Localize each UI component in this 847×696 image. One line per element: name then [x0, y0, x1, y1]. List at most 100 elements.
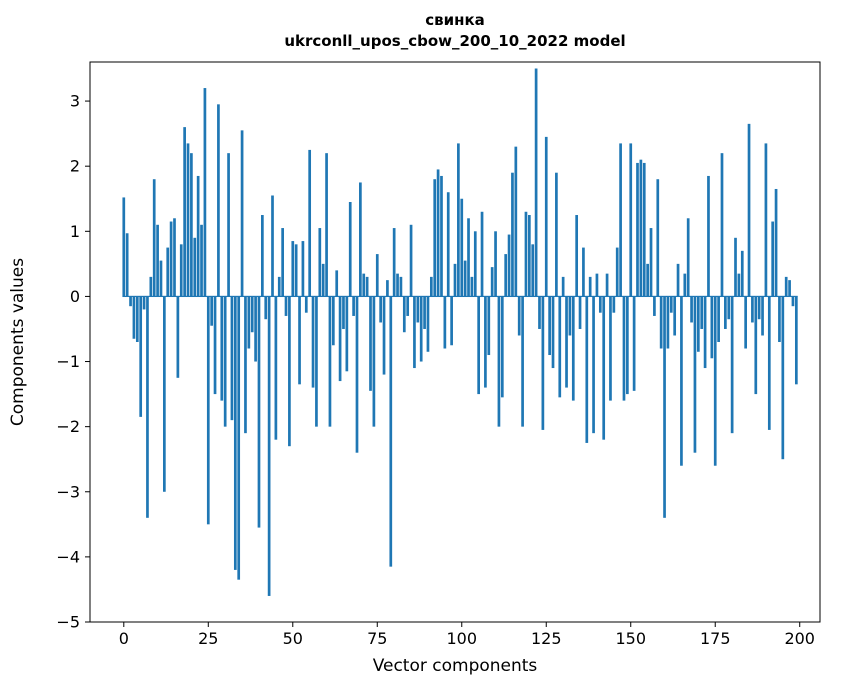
bar [744, 296, 747, 349]
bar [156, 224, 159, 297]
bar [392, 228, 396, 297]
bar [497, 296, 501, 427]
bar [710, 296, 714, 359]
bar [244, 296, 247, 434]
bar [761, 296, 764, 336]
bar [656, 179, 660, 297]
bar [190, 153, 193, 297]
bar [565, 296, 568, 388]
bar [676, 263, 680, 297]
bar [173, 218, 176, 297]
bar [784, 276, 788, 297]
bar [724, 296, 727, 329]
bar [524, 211, 528, 297]
bar [179, 244, 183, 297]
bar [375, 254, 379, 297]
bar [487, 296, 491, 356]
bar [193, 237, 197, 297]
bar [642, 162, 646, 297]
bar [311, 296, 315, 388]
bar [247, 296, 251, 349]
bar [544, 136, 548, 297]
bar [277, 276, 281, 297]
bar [426, 296, 430, 352]
bar [548, 296, 551, 356]
bar [629, 143, 633, 297]
bar [294, 244, 298, 297]
bar [602, 296, 606, 440]
bar [372, 296, 376, 427]
bar [663, 296, 666, 518]
bar [345, 296, 349, 372]
bar [230, 296, 234, 421]
bar [321, 263, 325, 297]
x-tick-label: 75 [367, 629, 387, 648]
bar [517, 296, 521, 336]
x-tick-label: 200 [784, 629, 815, 648]
bar [511, 172, 514, 297]
bar [717, 296, 720, 342]
bar [139, 296, 143, 417]
bar [237, 296, 241, 580]
bar [176, 296, 180, 378]
bar [129, 296, 132, 307]
bar [693, 296, 697, 453]
bar [703, 296, 707, 369]
bar [622, 296, 626, 401]
bar [203, 88, 207, 297]
bar [240, 130, 244, 297]
bar [213, 296, 217, 395]
bar [135, 296, 139, 342]
bar [274, 296, 278, 440]
y-tick-label: −4 [56, 547, 80, 566]
bar [626, 296, 629, 395]
bar [298, 296, 301, 385]
bar [767, 296, 771, 430]
bar [457, 143, 460, 297]
bar [473, 231, 477, 297]
y-tick-label: 2 [70, 157, 80, 176]
bar [551, 296, 555, 369]
bar [152, 179, 156, 297]
bar [436, 169, 440, 297]
bar [433, 179, 437, 297]
bar [490, 267, 494, 297]
bar [555, 172, 558, 297]
bar [186, 143, 190, 297]
bar [494, 231, 497, 297]
bar [261, 215, 264, 297]
bar [169, 221, 173, 297]
bar [534, 68, 538, 297]
bar [146, 296, 149, 518]
bar [166, 247, 170, 297]
x-tick-label: 175 [700, 629, 731, 648]
y-tick-label: 1 [70, 222, 80, 241]
bar [446, 192, 450, 297]
bar [588, 276, 592, 297]
bar [315, 296, 318, 427]
bar [666, 296, 670, 349]
bar [646, 263, 649, 297]
bar [690, 296, 693, 323]
x-tick-label: 125 [531, 629, 562, 648]
bar [149, 276, 153, 297]
bar [210, 296, 214, 326]
y-tick-label: −5 [56, 613, 80, 632]
bar [609, 296, 612, 401]
x-tick-label: 150 [615, 629, 646, 648]
bar [196, 175, 200, 297]
bar [254, 296, 257, 362]
bar [402, 296, 406, 333]
bar [484, 296, 487, 388]
bar [183, 127, 186, 297]
bar [659, 296, 663, 349]
bar [463, 260, 467, 297]
x-tick-label: 25 [198, 629, 218, 648]
bar [757, 296, 761, 320]
bar [531, 244, 535, 297]
bar [352, 296, 355, 316]
bar [592, 296, 595, 434]
bar [720, 153, 724, 297]
bar [342, 296, 345, 329]
y-tick-label: 0 [70, 287, 80, 306]
